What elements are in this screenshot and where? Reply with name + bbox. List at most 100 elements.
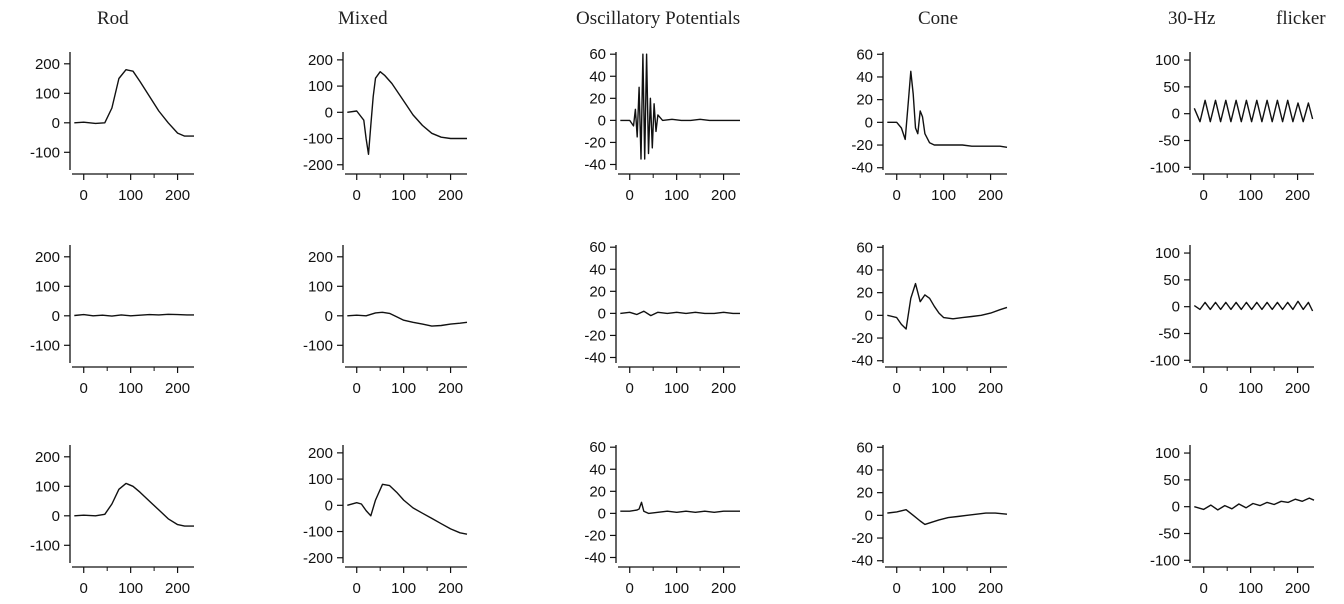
x-tick-label: 0 <box>80 380 88 397</box>
y-tick-label: 100 <box>1155 445 1180 462</box>
y-tick-label: 20 <box>589 90 606 107</box>
plot-rod-row-3: -100 0 100 200 0 100 200 <box>30 445 194 597</box>
y-tick-label: 0 <box>1172 499 1180 516</box>
x-tick-label: 100 <box>931 580 956 597</box>
y-tick-label: 100 <box>308 278 333 295</box>
y-tick-label: 60 <box>589 439 606 456</box>
y-tick-label: -20 <box>851 137 873 154</box>
y-tick-label: 100 <box>35 85 60 102</box>
y-tick-label: 60 <box>856 239 873 256</box>
y-tick-label: 40 <box>856 69 873 86</box>
y-tick-label: 0 <box>598 112 606 129</box>
column-title-oscillatory-potentials: Oscillatory Potentials <box>576 8 741 29</box>
x-tick-label: 0 <box>1200 187 1208 204</box>
y-tick-label: -100 <box>30 144 60 161</box>
erg-trace <box>887 70 1008 148</box>
x-tick-label: 0 <box>626 187 634 204</box>
erg-trace <box>1193 99 1314 123</box>
erg-trace <box>347 70 467 156</box>
plot-30-hz-flicker-row-3: -100 -50 0 50 100 0 100 200 <box>1150 445 1315 597</box>
y-tick-label: -100 <box>1150 159 1180 176</box>
y-tick-label: 60 <box>589 239 606 256</box>
y-tick-label: 0 <box>325 497 333 514</box>
x-tick-label: 200 <box>438 380 463 397</box>
y-tick-label: 100 <box>1155 245 1180 262</box>
x-tick-label: 200 <box>438 580 463 597</box>
y-tick-label: -20 <box>584 527 606 544</box>
y-tick-label: -100 <box>30 537 60 554</box>
x-tick-label: 200 <box>165 380 190 397</box>
y-tick-label: 100 <box>1155 52 1180 69</box>
y-tick-label: 50 <box>1163 79 1180 96</box>
x-tick-label: 200 <box>711 380 736 397</box>
y-tick-label: -40 <box>851 160 873 177</box>
column-title-mixed: Mixed <box>338 8 388 29</box>
x-tick-label: 0 <box>353 380 361 397</box>
y-tick-label: 200 <box>308 52 333 69</box>
x-tick-label: 100 <box>118 187 143 204</box>
y-tick-label: 60 <box>856 46 873 63</box>
y-tick-label: -40 <box>851 353 873 370</box>
y-tick-label: 20 <box>856 485 873 502</box>
y-tick-label: 200 <box>308 249 333 266</box>
y-tick-label: -200 <box>303 550 333 567</box>
y-tick-label: 0 <box>52 115 60 132</box>
plot-rod-row-2: -100 0 100 200 0 100 200 <box>30 245 194 397</box>
y-tick-label: 40 <box>589 68 606 85</box>
erg-trace <box>887 282 1008 330</box>
erg-trace <box>1193 300 1314 312</box>
y-tick-label: -20 <box>584 327 606 344</box>
y-tick-label: -40 <box>584 349 606 366</box>
x-tick-label: 100 <box>391 187 416 204</box>
x-tick-label: 100 <box>118 580 143 597</box>
y-tick-label: 100 <box>308 471 333 488</box>
x-tick-label: 200 <box>1285 380 1310 397</box>
column-title-cone: Cone <box>918 8 959 29</box>
y-tick-label: 40 <box>589 461 606 478</box>
x-tick-label: 100 <box>1238 580 1263 597</box>
x-tick-label: 0 <box>893 580 901 597</box>
x-tick-label: 100 <box>1238 380 1263 397</box>
plot-cone-row-3: -40 -20 0 20 40 60 0 100 200 <box>851 439 1008 597</box>
x-tick-label: 0 <box>353 187 361 204</box>
erg-trace <box>74 313 194 317</box>
y-tick-label: 0 <box>865 507 873 524</box>
y-tick-label: 0 <box>325 104 333 121</box>
y-tick-label: -20 <box>851 330 873 347</box>
plot-30-hz-flicker-row-1: -100 -50 0 50 100 0 100 200 <box>1150 52 1314 204</box>
plot-mixed-row-2: -100 0 100 200 0 100 200 <box>303 245 468 397</box>
x-tick-label: 0 <box>1200 580 1208 597</box>
erg-trace <box>74 68 194 137</box>
y-tick-label: -100 <box>1150 352 1180 369</box>
x-tick-label: 0 <box>626 580 634 597</box>
y-tick-label: 0 <box>52 308 60 325</box>
erg-trace <box>620 310 740 317</box>
x-tick-label: 0 <box>1200 380 1208 397</box>
x-tick-label: 200 <box>978 580 1003 597</box>
y-tick-label: 40 <box>856 462 873 479</box>
y-tick-label: 20 <box>589 483 606 500</box>
x-tick-label: 100 <box>391 580 416 597</box>
x-tick-label: 0 <box>893 380 901 397</box>
x-tick-label: 0 <box>353 580 361 597</box>
plot-cone-row-2: -40 -20 0 20 40 60 0 100 200 <box>851 239 1008 397</box>
y-tick-label: 0 <box>325 308 333 325</box>
y-tick-label: -20 <box>584 134 606 151</box>
y-tick-label: 0 <box>598 505 606 522</box>
y-tick-label: 40 <box>589 261 606 278</box>
x-tick-label: 100 <box>664 187 689 204</box>
x-tick-label: 100 <box>664 380 689 397</box>
x-tick-label: 200 <box>711 580 736 597</box>
x-tick-label: 100 <box>118 380 143 397</box>
y-tick-label: 0 <box>1172 106 1180 123</box>
y-tick-label: 200 <box>35 249 60 266</box>
x-tick-label: 0 <box>80 187 88 204</box>
y-tick-label: 0 <box>598 305 606 322</box>
plot-oscillatory-potentials-row-3: -40 -20 0 20 40 60 0 100 200 <box>584 439 740 597</box>
y-tick-label: 200 <box>35 449 60 466</box>
y-tick-label: -40 <box>851 553 873 570</box>
y-tick-label: 50 <box>1163 472 1180 489</box>
y-tick-label: -50 <box>1158 326 1180 343</box>
x-tick-label: 200 <box>1285 187 1310 204</box>
y-tick-label: 0 <box>52 508 60 525</box>
